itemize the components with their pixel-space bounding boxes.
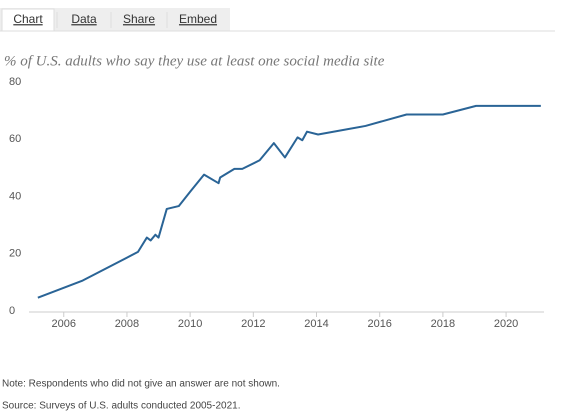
x-tick-label: 2018: [431, 318, 455, 330]
chart-title: % of U.S. adults who say they use at lea…: [4, 53, 385, 69]
y-tick-label: 40: [9, 190, 21, 202]
x-tick-label: 2020: [494, 318, 518, 330]
tab[interactable]: Data: [71, 12, 97, 26]
x-tick-label: 2010: [178, 318, 202, 330]
line: [37, 104, 541, 299]
x-tick-label: 2014: [304, 318, 328, 330]
note: Note: Respondents who did not give an an…: [2, 379, 280, 390]
y-tick-label: 60: [9, 133, 21, 145]
source: Source: Surveys of U.S. adults conducted…: [2, 401, 240, 412]
x-tick-label: 2008: [115, 318, 139, 330]
x-tick-label: 2016: [367, 318, 391, 330]
y-tick-label: 80: [9, 76, 21, 88]
x-tick-label: 2012: [241, 318, 265, 330]
x-tick-label: 2006: [52, 318, 76, 330]
tab[interactable]: Share: [123, 12, 155, 26]
tab[interactable]: Chart: [13, 12, 43, 26]
y-tick-label: 0: [9, 305, 15, 317]
y-tick-label: 20: [9, 248, 21, 260]
tab[interactable]: Embed: [179, 12, 217, 26]
